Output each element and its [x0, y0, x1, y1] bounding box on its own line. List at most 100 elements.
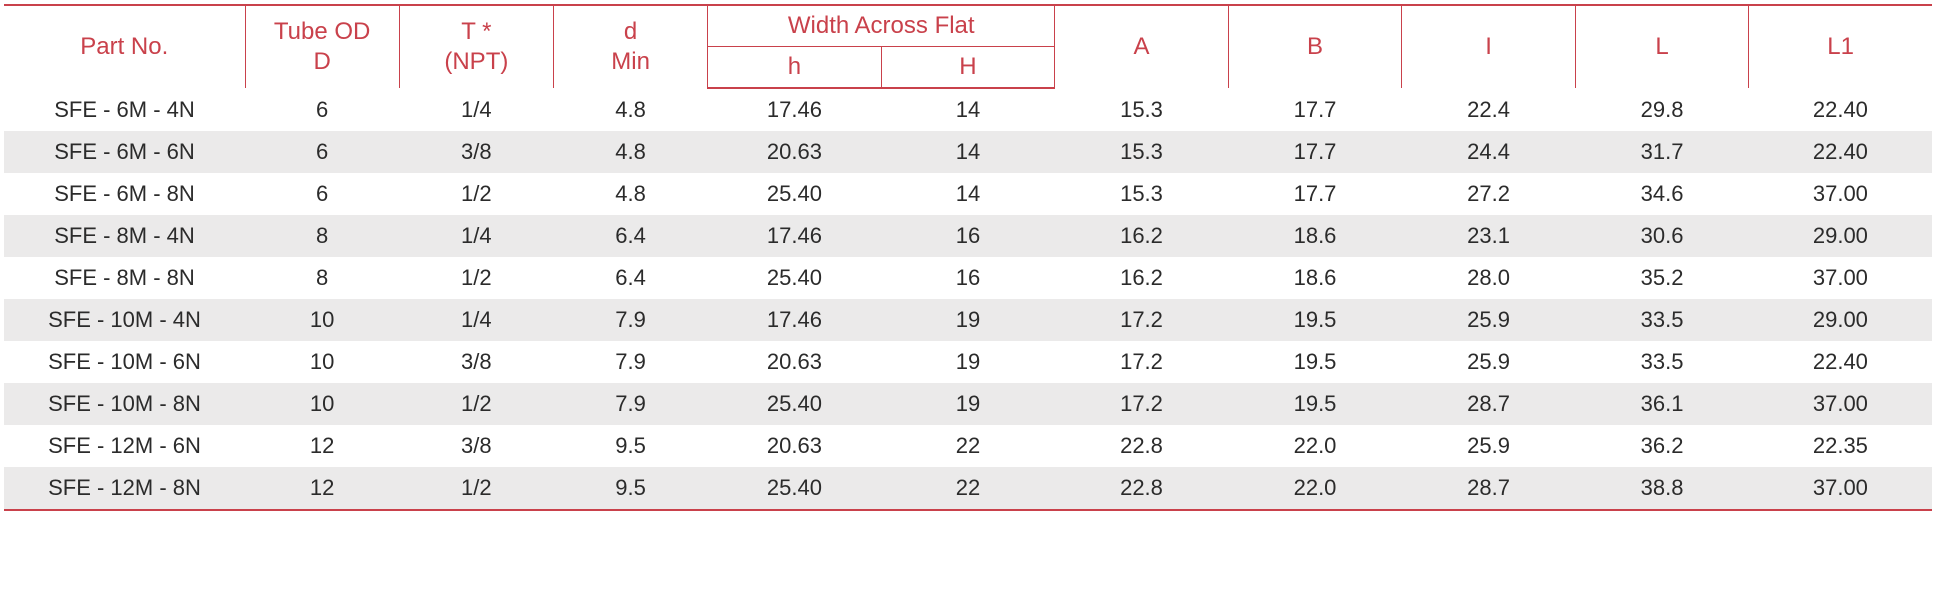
parts-spec-table: Part No. Tube OD D T * (NPT) d Min Width… [4, 4, 1932, 511]
table-cell: 15.3 [1055, 131, 1229, 173]
table-cell: 8 [245, 257, 399, 299]
col-tube-od: Tube OD D [245, 5, 399, 88]
table-cell: 17.7 [1228, 88, 1402, 131]
table-row: SFE - 6M - 4N61/44.817.461415.317.722.42… [4, 88, 1932, 131]
table-row: SFE - 6M - 6N63/84.820.631415.317.724.43… [4, 131, 1932, 173]
table-cell: 22.8 [1055, 467, 1229, 510]
table-cell: 7.9 [553, 299, 707, 341]
table-cell: 36.2 [1575, 425, 1749, 467]
table-cell: SFE - 6M - 8N [4, 173, 245, 215]
table-body: SFE - 6M - 4N61/44.817.461415.317.722.42… [4, 88, 1932, 510]
table-cell: 1/2 [399, 173, 553, 215]
table-cell: 33.5 [1575, 299, 1749, 341]
table-cell: 20.63 [708, 341, 882, 383]
col-a: A [1055, 5, 1229, 88]
table-row: SFE - 12M - 8N121/29.525.402222.822.028.… [4, 467, 1932, 510]
table-cell: 10 [245, 341, 399, 383]
table-cell: 35.2 [1575, 257, 1749, 299]
table-cell: 38.8 [1575, 467, 1749, 510]
table-cell: 27.2 [1402, 173, 1576, 215]
table-cell: 16 [881, 215, 1055, 257]
table-cell: 6 [245, 88, 399, 131]
table-cell: 4.8 [553, 88, 707, 131]
table-cell: 22.0 [1228, 467, 1402, 510]
table-cell: 10 [245, 383, 399, 425]
col-d-top: d [624, 18, 637, 45]
table-cell: 17.2 [1055, 299, 1229, 341]
table-row: SFE - 10M - 4N101/47.917.461917.219.525.… [4, 299, 1932, 341]
table-row: SFE - 6M - 8N61/24.825.401415.317.727.23… [4, 173, 1932, 215]
table-cell: SFE - 6M - 6N [4, 131, 245, 173]
table-cell: 1/2 [399, 467, 553, 510]
table-cell: 1/4 [399, 299, 553, 341]
table-cell: 1/4 [399, 215, 553, 257]
table-cell: 22 [881, 425, 1055, 467]
table-cell: 19 [881, 383, 1055, 425]
table-row: SFE - 10M - 8N101/27.925.401917.219.528.… [4, 383, 1932, 425]
table-cell: SFE - 10M - 4N [4, 299, 245, 341]
table-cell: 28.0 [1402, 257, 1576, 299]
table-cell: 22.35 [1749, 425, 1932, 467]
table-cell: 20.63 [708, 425, 882, 467]
table-cell: 17.46 [708, 299, 882, 341]
table-cell: 17.2 [1055, 383, 1229, 425]
table-cell: 7.9 [553, 383, 707, 425]
table-row: SFE - 8M - 4N81/46.417.461616.218.623.13… [4, 215, 1932, 257]
col-d-bottom: Min [611, 48, 650, 75]
col-t: T * (NPT) [399, 5, 553, 88]
table-cell: 22 [881, 467, 1055, 510]
table-cell: 7.9 [553, 341, 707, 383]
table-cell: 18.6 [1228, 257, 1402, 299]
table-cell: 37.00 [1749, 173, 1932, 215]
table-cell: 36.1 [1575, 383, 1749, 425]
table-row: SFE - 12M - 6N123/89.520.632222.822.025.… [4, 425, 1932, 467]
table-cell: 17.7 [1228, 131, 1402, 173]
table-cell: 23.1 [1402, 215, 1576, 257]
table-cell: 15.3 [1055, 173, 1229, 215]
table-cell: 17.7 [1228, 173, 1402, 215]
table-row: SFE - 10M - 6N103/87.920.631917.219.525.… [4, 341, 1932, 383]
table-cell: 17.46 [708, 215, 882, 257]
table-cell: 1/4 [399, 88, 553, 131]
table-cell: SFE - 8M - 4N [4, 215, 245, 257]
table-cell: 22.40 [1749, 131, 1932, 173]
table-cell: SFE - 12M - 8N [4, 467, 245, 510]
table-cell: 19.5 [1228, 383, 1402, 425]
col-l: L [1575, 5, 1749, 88]
table-cell: 22.40 [1749, 341, 1932, 383]
col-i: I [1402, 5, 1576, 88]
table-cell: 29.00 [1749, 215, 1932, 257]
table-cell: 16.2 [1055, 257, 1229, 299]
table-cell: SFE - 8M - 8N [4, 257, 245, 299]
table-cell: 37.00 [1749, 467, 1932, 510]
table-cell: SFE - 10M - 8N [4, 383, 245, 425]
table-cell: 12 [245, 425, 399, 467]
col-tube-od-bottom: D [313, 48, 330, 75]
table-cell: SFE - 6M - 4N [4, 88, 245, 131]
table-cell: 25.40 [708, 467, 882, 510]
table-cell: 37.00 [1749, 383, 1932, 425]
table-cell: 33.5 [1575, 341, 1749, 383]
table-cell: 18.6 [1228, 215, 1402, 257]
table-cell: 19 [881, 299, 1055, 341]
table-cell: 37.00 [1749, 257, 1932, 299]
table-cell: 29.00 [1749, 299, 1932, 341]
table-cell: 9.5 [553, 425, 707, 467]
table-cell: 3/8 [399, 425, 553, 467]
col-d: d Min [553, 5, 707, 88]
table-cell: 14 [881, 131, 1055, 173]
table-row: SFE - 8M - 8N81/26.425.401616.218.628.03… [4, 257, 1932, 299]
table-cell: 19.5 [1228, 299, 1402, 341]
table-cell: 10 [245, 299, 399, 341]
table-cell: 22.40 [1749, 88, 1932, 131]
table-cell: 22.4 [1402, 88, 1576, 131]
col-t-bottom: (NPT) [444, 48, 508, 75]
table-cell: 6.4 [553, 257, 707, 299]
col-b: B [1228, 5, 1402, 88]
table-cell: 4.8 [553, 173, 707, 215]
table-cell: 6 [245, 173, 399, 215]
table-cell: 25.9 [1402, 425, 1576, 467]
table-cell: 9.5 [553, 467, 707, 510]
table-cell: 22.0 [1228, 425, 1402, 467]
table-cell: 25.40 [708, 383, 882, 425]
